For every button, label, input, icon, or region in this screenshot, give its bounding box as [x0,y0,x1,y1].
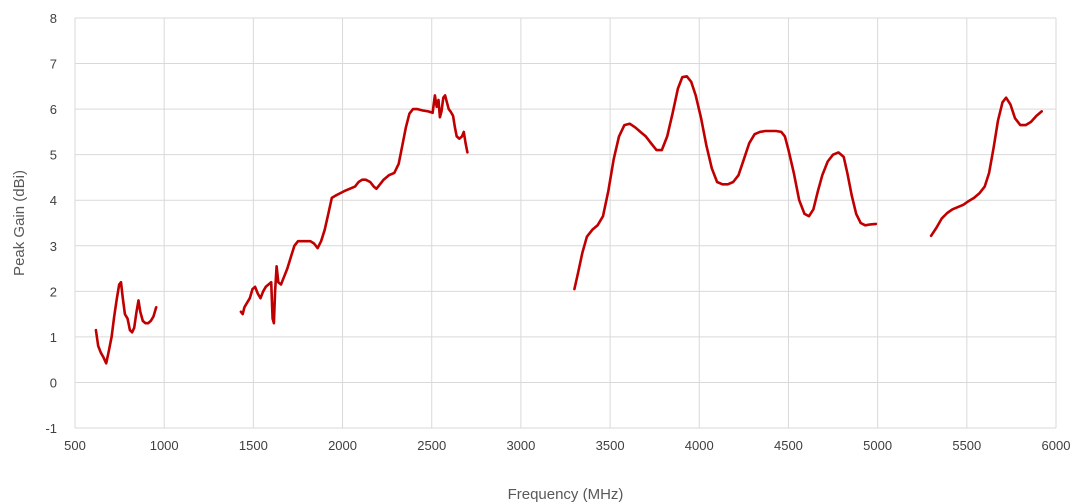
y-tick-label: 7 [50,57,57,72]
grid-lines [74,17,1057,429]
x-tick-label: 2500 [417,438,446,453]
x-tick-label: 500 [64,438,86,453]
x-tick-label: 6000 [1042,438,1071,453]
x-tick-label: 3500 [596,438,625,453]
y-tick-label: 8 [50,11,57,26]
series-line-segment [573,75,878,291]
x-axis-title: Frequency (MHz) [508,486,624,503]
y-tick-label: 0 [50,375,57,390]
x-tick-label: 1000 [150,438,179,453]
x-tick-label: 4000 [685,438,714,453]
x-tick-label: 2000 [328,438,357,453]
y-tick-label: 3 [50,239,57,254]
series-line-segment [239,94,469,325]
y-tick-label: 4 [50,193,57,208]
x-tick-label: 5000 [863,438,892,453]
x-tick-label: 1500 [239,438,268,453]
x-tick-label: 3000 [506,438,535,453]
x-tick-label: 4500 [774,438,803,453]
series-line-segment [94,280,158,365]
y-tick-label: 5 [50,148,57,163]
y-tick-label: 2 [50,284,57,299]
x-tick-label: 5500 [952,438,981,453]
y-tick-label: 1 [50,330,57,345]
series-line-segment [929,96,1043,238]
axis-tick-labels: 500 1000 1500 2000 2500 3000 3500 4000 4500 5000 5… [45,11,1070,453]
series-lines [94,75,1043,365]
y-tick-label: 6 [50,102,57,117]
y-axis-title: Peak Gain (dBi) [11,170,28,276]
y-tick-label: -1 [45,421,57,436]
